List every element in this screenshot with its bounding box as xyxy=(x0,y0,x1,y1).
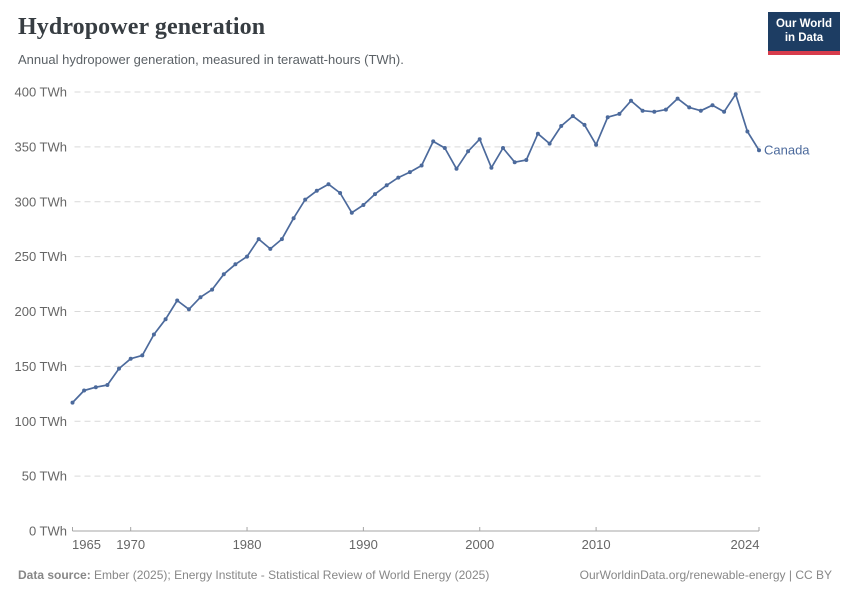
data-point-2021[interactable] xyxy=(722,109,727,114)
x-axis-label-2024: 2024 xyxy=(731,537,760,552)
data-point-1971[interactable] xyxy=(140,353,145,358)
data-point-1965[interactable] xyxy=(70,400,75,405)
data-point-1990[interactable] xyxy=(361,203,366,207)
series-label-canada: Canada xyxy=(764,143,810,158)
data-point-1987[interactable] xyxy=(326,182,331,187)
data-point-1993[interactable] xyxy=(396,175,401,180)
owid-logo[interactable]: Our World in Data xyxy=(768,12,840,55)
data-point-1967[interactable] xyxy=(93,385,98,390)
data-point-2008[interactable] xyxy=(570,114,575,119)
data-point-2001[interactable] xyxy=(489,165,494,170)
x-axis-label-2010: 2010 xyxy=(582,537,611,552)
data-point-1974[interactable] xyxy=(175,298,180,303)
y-axis-label-200: 200 TWh xyxy=(14,304,67,319)
y-axis-label-400: 400 TWh xyxy=(14,85,67,100)
data-point-2024[interactable] xyxy=(757,148,761,153)
y-axis-label-350: 350 TWh xyxy=(14,139,67,154)
data-point-1973[interactable] xyxy=(163,317,168,322)
x-axis-label-1980: 1980 xyxy=(233,537,262,552)
data-source-value: Ember (2025); Energy Institute - Statist… xyxy=(90,568,490,582)
data-point-1986[interactable] xyxy=(314,188,319,193)
data-point-1966[interactable] xyxy=(82,388,87,393)
data-point-1980[interactable] xyxy=(245,254,249,259)
data-point-2004[interactable] xyxy=(524,158,529,162)
data-point-2012[interactable] xyxy=(617,111,622,116)
data-point-2009[interactable] xyxy=(582,122,587,127)
data-point-1984[interactable] xyxy=(291,216,296,221)
data-point-2000[interactable] xyxy=(477,137,482,142)
data-point-1985[interactable] xyxy=(303,197,308,202)
data-point-2011[interactable] xyxy=(605,115,610,120)
data-point-1979[interactable] xyxy=(233,262,238,267)
owid-logo-line1: Our World xyxy=(775,18,832,30)
data-point-1982[interactable] xyxy=(268,246,273,251)
data-point-1978[interactable] xyxy=(221,272,226,277)
owid-url-link[interactable]: OurWorldinData.org/renewable-energy xyxy=(579,568,786,582)
data-point-1981[interactable] xyxy=(256,237,261,242)
data-point-2023[interactable] xyxy=(745,129,750,134)
data-point-2020[interactable] xyxy=(710,103,715,108)
data-point-1994[interactable] xyxy=(407,170,412,175)
data-point-2019[interactable] xyxy=(698,108,703,113)
data-point-2006[interactable] xyxy=(547,141,552,146)
data-point-2022[interactable] xyxy=(733,92,738,97)
data-point-2007[interactable] xyxy=(559,124,564,128)
y-axis-label-0: 0 TWh xyxy=(29,524,67,539)
footer-links: OurWorldinData.org/renewable-energy | CC… xyxy=(580,568,832,582)
data-point-2014[interactable] xyxy=(640,108,645,113)
data-point-1996[interactable] xyxy=(431,139,436,144)
data-point-2017[interactable] xyxy=(675,96,680,101)
page-title: Hydropower generation xyxy=(18,14,266,40)
data-point-1972[interactable] xyxy=(151,332,156,337)
data-point-2015[interactable] xyxy=(652,109,657,114)
data-point-1992[interactable] xyxy=(384,183,389,188)
chart-footer: Data source: Ember (2025); Energy Instit… xyxy=(18,568,832,582)
data-point-1975[interactable] xyxy=(186,307,191,312)
data-point-1977[interactable] xyxy=(210,287,215,292)
y-axis-label-50: 50 TWh xyxy=(22,469,67,484)
y-axis-label-150: 150 TWh xyxy=(14,359,67,374)
x-axis-label-1970: 1970 xyxy=(116,537,145,552)
data-point-2010[interactable] xyxy=(594,142,599,147)
owid-logo-line2: in Data xyxy=(784,32,824,44)
data-point-1968[interactable] xyxy=(105,383,110,387)
footer-separator: | xyxy=(785,568,796,582)
data-source-label: Data source: xyxy=(18,568,91,582)
data-point-1983[interactable] xyxy=(279,237,284,242)
data-source-note: Data source: Ember (2025); Energy Instit… xyxy=(18,568,489,582)
data-point-1976[interactable] xyxy=(198,295,203,300)
y-axis-label-250: 250 TWh xyxy=(14,249,67,264)
line-series-canada[interactable] xyxy=(71,93,760,404)
data-point-1988[interactable] xyxy=(338,191,343,195)
data-point-2018[interactable] xyxy=(687,105,692,110)
data-point-1997[interactable] xyxy=(442,146,447,150)
data-point-2003[interactable] xyxy=(512,160,517,165)
data-point-2013[interactable] xyxy=(629,98,633,103)
data-point-2002[interactable] xyxy=(501,146,505,150)
x-axis-label-2000: 2000 xyxy=(465,537,494,552)
data-point-1969[interactable] xyxy=(117,366,121,371)
data-point-1998[interactable] xyxy=(454,166,459,171)
data-point-1989[interactable] xyxy=(349,210,354,215)
data-point-1999[interactable] xyxy=(466,149,471,154)
license-badge: CC BY xyxy=(795,568,832,582)
data-point-1970[interactable] xyxy=(128,356,133,361)
data-point-2005[interactable] xyxy=(535,131,540,136)
x-axis-label-1965: 1965 xyxy=(72,537,101,552)
y-axis-label-100: 100 TWh xyxy=(14,414,67,429)
data-point-1991[interactable] xyxy=(373,192,377,197)
x-axis-label-1990: 1990 xyxy=(349,537,378,552)
data-point-2016[interactable] xyxy=(663,107,668,112)
chart-subtitle: Annual hydropower generation, measured i… xyxy=(18,52,404,67)
y-axis-label-300: 300 TWh xyxy=(14,194,67,209)
data-point-1995[interactable] xyxy=(419,163,424,168)
